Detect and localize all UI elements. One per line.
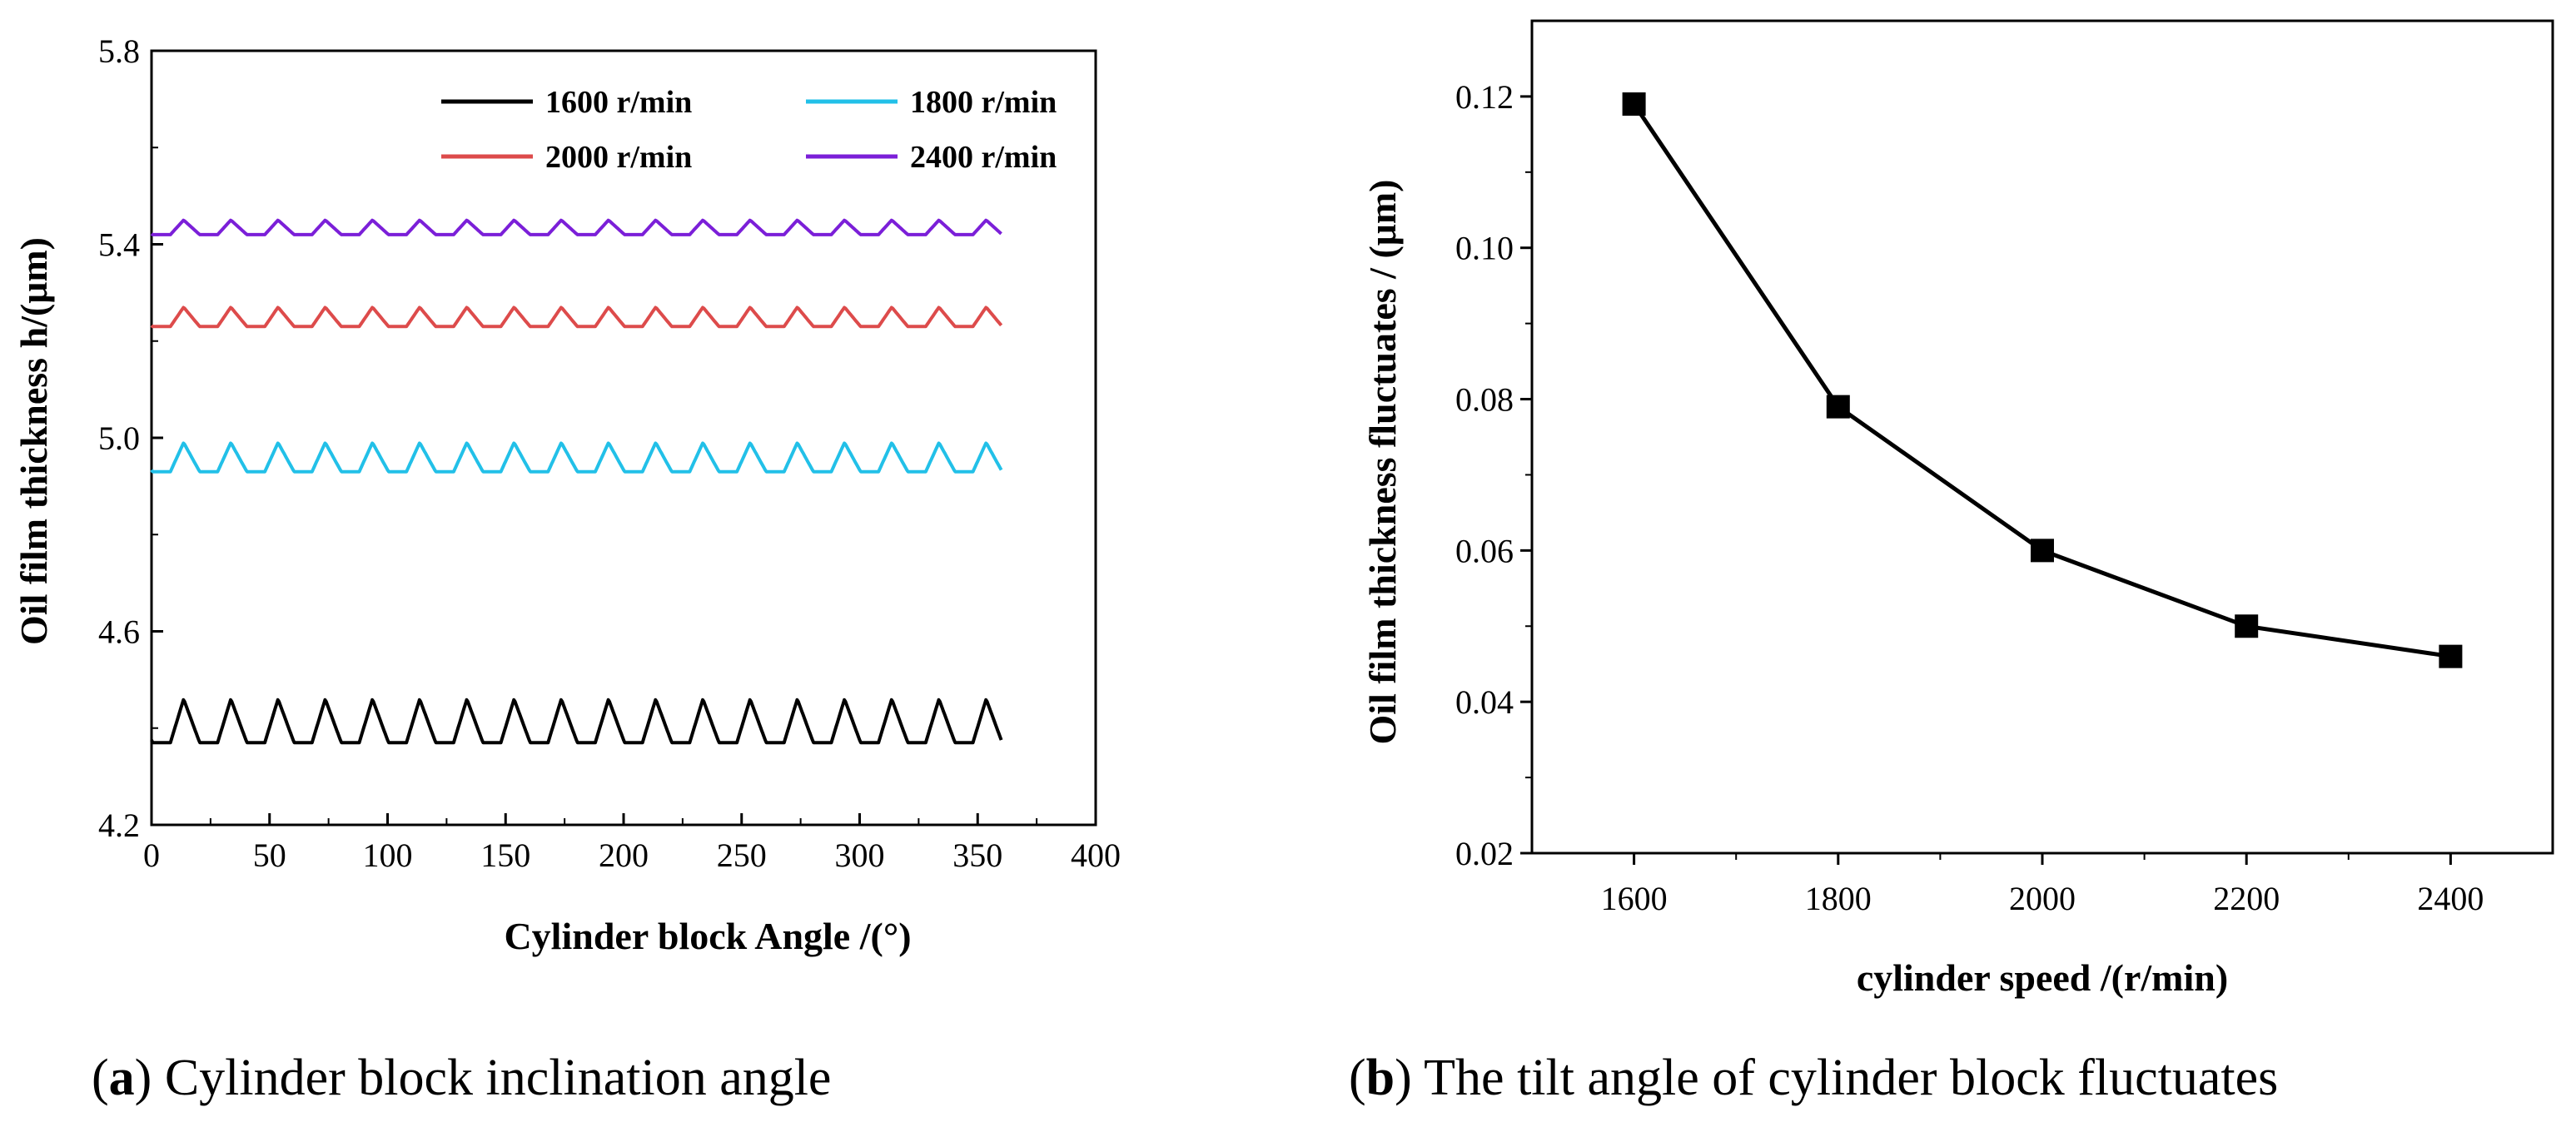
panel-a-x-tick-label: 50 [253,837,286,874]
panel-a-x-tick-label: 200 [599,837,649,874]
panel-a-series-line [150,698,1003,745]
panel-b-data-point [1826,395,1850,419]
panel-a-x-tick-label: 300 [835,837,885,874]
panel-a-x-tick-label: 0 [143,837,160,874]
panel-a-y-axis-label: Oil film thickness h/(μm) [12,237,55,645]
panel-b-y-tick-label: 0.08 [1455,381,1514,419]
panel-b-chart: 1600 1800 2000 2200 2400 0.02 0.04 0.06 0.08 0.10… [1361,19,2554,999]
panel-a-y-tick-label: 4.6 [98,613,140,651]
panel-b-data-point [1622,92,1646,116]
panel-b-y-tick-label: 0.02 [1455,835,1514,872]
panel-a-y-tick-label: 5.0 [98,420,140,457]
panel-a-caption: (a) Cylinder block inclination angle [92,1050,832,1106]
panel-a-x-tick-label: 400 [1071,837,1121,874]
panel-b-y-tick-label: 0.06 [1455,532,1514,569]
panel-a-legend: 1600 r/min 1800 r/min 2000 r/min 2400 r/min [441,85,1057,175]
panel-a-series-line [150,441,1003,474]
panel-a-series-line [150,218,1002,236]
panel-b-axis-ticks: 1600 1800 2000 2200 2400 0.02 0.04 0.06 0.08 0.10… [1455,78,2484,917]
panel-b-y-axis-label: Oil film thickness fluctuates / (μm) [1361,180,1404,745]
panel-a-legend-label: 1600 r/min [545,85,692,120]
panel-a-x-tick-label: 250 [717,837,767,874]
panel-a-series-lines [150,218,1003,745]
panel-b-data-point [2031,539,2054,563]
panel-b-x-tick-label: 2000 [2009,880,2076,917]
panel-a-x-tick-label: 350 [952,837,1002,874]
panel-b-data-point [2439,644,2463,668]
panel-a-y-tick-label: 5.4 [98,226,140,264]
panel-b-data-point [2235,614,2259,638]
panel-a-x-axis-label: Cylinder block Angle /(°) [504,915,911,957]
panel-b-x-tick-label: 2400 [2417,880,2484,917]
panel-b-y-tick-label: 0.10 [1455,230,1514,267]
panel-a-x-tick-label: 100 [363,837,413,874]
panel-b-series-lines [1622,92,2463,668]
panel-a-x-tick-label: 150 [480,837,530,874]
panel-b-caption: (b) The tilt angle of cylinder block flu… [1349,1050,2279,1106]
panel-b-y-tick-label: 0.04 [1455,683,1514,721]
panel-a-legend-label: 2000 r/min [545,140,692,175]
panel-b-caption-text: The tilt angle of cylinder block fluctua… [1411,1050,2279,1106]
panel-b-x-tick-label: 1600 [1601,880,1668,917]
panel-a-y-tick-label: 5.8 [98,32,140,70]
panel-a-chart: 0 50 100 150 200 250 300 350 4004.24.65.05.45.8 … [12,32,1121,957]
panel-a-y-tick-label: 4.2 [98,807,140,844]
panel-b-series-line [1632,102,2451,659]
panel-a-caption-text: Cylinder block inclination angle [152,1050,832,1106]
panel-b-x-tick-label: 2200 [2213,880,2280,917]
panel-b-x-axis-label: cylinder speed /(r/min) [1857,956,2228,999]
panel-a-caption-letter: a [108,1050,135,1106]
panel-a-legend-label: 1800 r/min [910,85,1057,120]
panel-b-y-tick-label: 0.12 [1455,78,1514,116]
panel-a-legend-label: 2400 r/min [910,140,1057,175]
panel-b-x-tick-label: 1800 [1805,880,1872,917]
panel-b-plot-frame [1530,19,2554,855]
panel-a-series-line [150,305,1003,329]
panel-b-caption-letter: b [1365,1050,1395,1106]
panel-a-axis-ticks: 0 50 100 150 200 250 300 350 400 4.2 4.6 5.0 5.4 5.8 [98,32,1121,874]
